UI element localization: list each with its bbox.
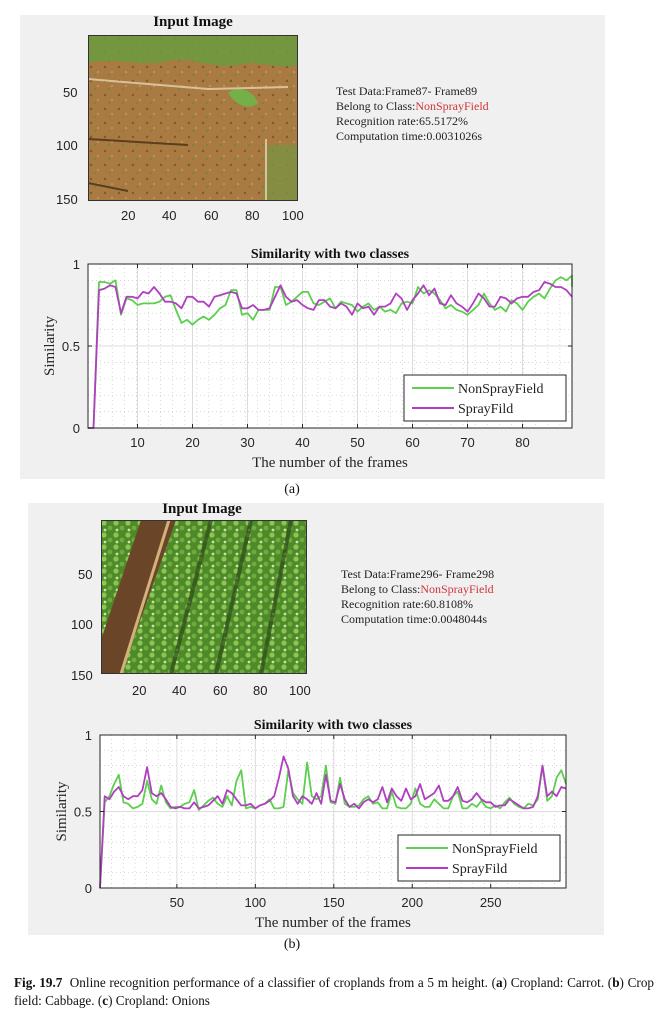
y-axis-label: Similarity <box>42 316 58 377</box>
x-tick-label: 80 <box>515 435 529 450</box>
caption-ref-c: c <box>102 993 109 1008</box>
figure-caption: Fig. 19.7 Online recognition performance… <box>14 974 654 1010</box>
x-tick-label: 50 <box>170 895 184 910</box>
image-furrow <box>88 78 289 91</box>
input-image-title-b: Input Image <box>162 501 242 517</box>
caption-text: ) Cropland: Onions <box>108 993 210 1008</box>
image-a-xtick: 60 <box>204 208 219 223</box>
y-tick-label: 0 <box>73 421 80 436</box>
image-vegetation <box>88 35 298 67</box>
class-prefix: Belong to Class: <box>336 99 416 113</box>
similarity-chart-a: 10 20 30 40 50 60 70 80 0 0.5 1 Similarity with two… <box>42 247 573 471</box>
x-axis-label: The number of the frames <box>252 455 408 471</box>
similarity-chart-b: 50 100 150 200 250 0 0.5 1 Similarity with two c… <box>54 718 567 931</box>
image-a-ytick: 50 <box>63 85 78 100</box>
legend-box <box>403 374 567 422</box>
image-b-ytick: 100 <box>71 617 93 632</box>
x-tick-label: 20 <box>185 435 199 450</box>
legend-label: NonSprayField <box>452 842 538 857</box>
image-b-ytick: 150 <box>71 668 93 683</box>
x-tick-label: 30 <box>240 435 254 450</box>
x-tick-label: 250 <box>480 895 502 910</box>
info-box-b: Test Data:Frame296- Frame298 Belong to C… <box>341 567 494 627</box>
class-value: NonSprayField <box>415 99 489 113</box>
image-a-xtick: 80 <box>245 208 260 223</box>
test-data-text: Test Data:Frame296- Frame298 <box>341 567 495 581</box>
caption-text: Online recognition performance of a clas… <box>69 975 497 990</box>
class-prefix: Belong to Class: <box>341 582 421 596</box>
image-b-ytick: 50 <box>78 567 93 582</box>
image-a-xtick: 20 <box>121 208 136 223</box>
image-furrow <box>88 138 189 146</box>
y-tick-label: 0 <box>85 881 92 896</box>
x-tick-label: 40 <box>295 435 309 450</box>
y-tick-label: 0.5 <box>62 339 80 354</box>
image-a-xtick: 100 <box>282 208 304 223</box>
y-tick-label: 1 <box>85 728 92 743</box>
series-line-SprayFild <box>99 755 567 889</box>
image-b-xtick: 100 <box>289 683 311 698</box>
image-vegetation <box>263 145 298 201</box>
chart-title: Similarity with two classes <box>254 718 413 733</box>
series-line-SprayFild <box>88 281 573 429</box>
caption-text: ) Cropland: Carrot. ( <box>502 975 613 990</box>
x-tick-label: 10 <box>130 435 144 450</box>
class-line: Belong to Class:NonSprayField <box>336 99 489 114</box>
image-b-xtick: 40 <box>172 683 187 698</box>
recognition-rate: Recognition rate:65.5172% <box>336 114 468 128</box>
test-data-text: Test Data:Frame87- Frame89 <box>336 84 478 98</box>
computation-time: Computation time:0.0031026s <box>336 129 482 143</box>
legend-label: NonSprayField <box>458 382 544 397</box>
x-tick-label: 150 <box>323 895 345 910</box>
x-tick-label: 70 <box>460 435 474 450</box>
caption-ref-b: b <box>612 975 620 990</box>
x-axis-label: The number of the frames <box>255 915 411 931</box>
y-axis-label: Similarity <box>54 781 70 842</box>
x-tick-label: 200 <box>401 895 423 910</box>
y-tick-label: 0.5 <box>74 805 92 820</box>
recognition-rate: Recognition rate:60.8108% <box>341 597 473 611</box>
image-row-gap <box>259 520 293 674</box>
caption-ref-a: a <box>496 975 503 990</box>
input-image-title-a: Input Image <box>153 14 233 30</box>
image-row-gap <box>169 520 213 674</box>
image-b-xtick: 80 <box>253 683 268 698</box>
image-a-ytick: 100 <box>56 138 78 153</box>
legend-label: SprayFild <box>452 862 507 877</box>
image-a-ytick: 150 <box>56 192 78 207</box>
input-image-a <box>88 35 298 201</box>
subfigure-label-b: (b) <box>283 937 301 952</box>
image-row-gap <box>214 520 253 674</box>
image-furrow <box>88 182 129 192</box>
input-image-b <box>101 520 307 674</box>
legend-label: SprayFild <box>458 402 513 417</box>
chart-title: Similarity with two classes <box>251 247 410 262</box>
legend-box <box>397 834 561 882</box>
series-line-NonSprayField <box>88 274 573 429</box>
caption-text: ) Crop field: Cabbage. ( <box>14 975 655 1008</box>
image-a-xtick: 40 <box>162 208 177 223</box>
image-path <box>119 520 171 674</box>
x-tick-label: 60 <box>405 435 419 450</box>
x-tick-label: 100 <box>244 895 266 910</box>
image-b-xtick: 20 <box>132 683 147 698</box>
info-box-a: Test Data:Frame87- Frame89 Belong to Cla… <box>336 84 489 144</box>
y-tick-label: 1 <box>73 257 80 272</box>
class-value: NonSprayField <box>420 582 494 596</box>
subfigure-label-a: (a) <box>284 482 300 497</box>
figure-label: Fig. 19.7 <box>14 975 63 990</box>
x-tick-label: 50 <box>350 435 364 450</box>
image-b-xtick: 60 <box>213 683 228 698</box>
image-vegetation <box>228 89 258 107</box>
class-line: Belong to Class:NonSprayField <box>341 582 494 597</box>
computation-time: Computation time:0.0048044s <box>341 612 487 626</box>
